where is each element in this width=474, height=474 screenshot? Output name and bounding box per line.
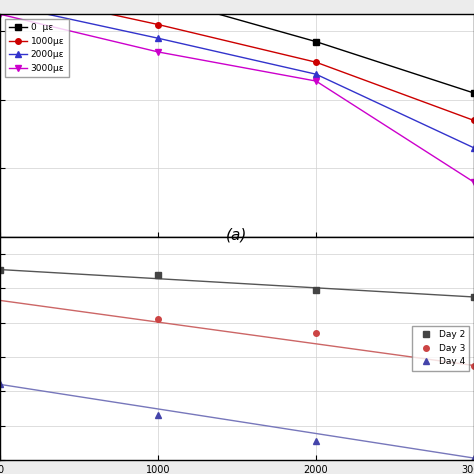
1000με [155,22,161,27]
Line: 1000με: 1000με [0,0,474,123]
Line: Day 2: Day 2 [0,267,474,300]
0  με [471,90,474,96]
1000με [313,59,319,65]
Day 4 [155,412,161,418]
Day 3 [471,363,474,368]
2000με [471,145,474,151]
2000με [0,1,3,7]
Line: Day 4: Day 4 [0,382,474,461]
Day 3 [313,330,319,336]
Day 2 [155,272,161,278]
3000με [0,11,3,17]
1000με [471,118,474,123]
3000με [155,49,161,55]
Day 2 [0,267,3,273]
Line: Day 3: Day 3 [155,317,474,368]
Line: 2000με: 2000με [0,1,474,151]
Day 2 [471,294,474,300]
Day 2 [313,287,319,293]
Day 3 [155,317,161,322]
Day 4 [0,382,3,387]
Line: 0  με: 0 με [0,0,474,96]
Line: 3000με: 3000με [0,11,474,185]
Day 4 [471,455,474,461]
Day 4 [313,438,319,444]
Legend: Day 2, Day 3, Day 4: Day 2, Day 3, Day 4 [412,326,469,371]
2000με [313,72,319,77]
3000με [471,179,474,185]
Text: (a): (a) [226,227,248,242]
X-axis label: Accelerated corrosion time (day): Accelerated corrosion time (day) [152,255,322,264]
3000με [313,78,319,84]
2000με [155,36,161,41]
0  με [313,39,319,45]
Legend: 0  με, 1000με, 2000με, 3000με: 0 με, 1000με, 2000με, 3000με [5,19,69,77]
